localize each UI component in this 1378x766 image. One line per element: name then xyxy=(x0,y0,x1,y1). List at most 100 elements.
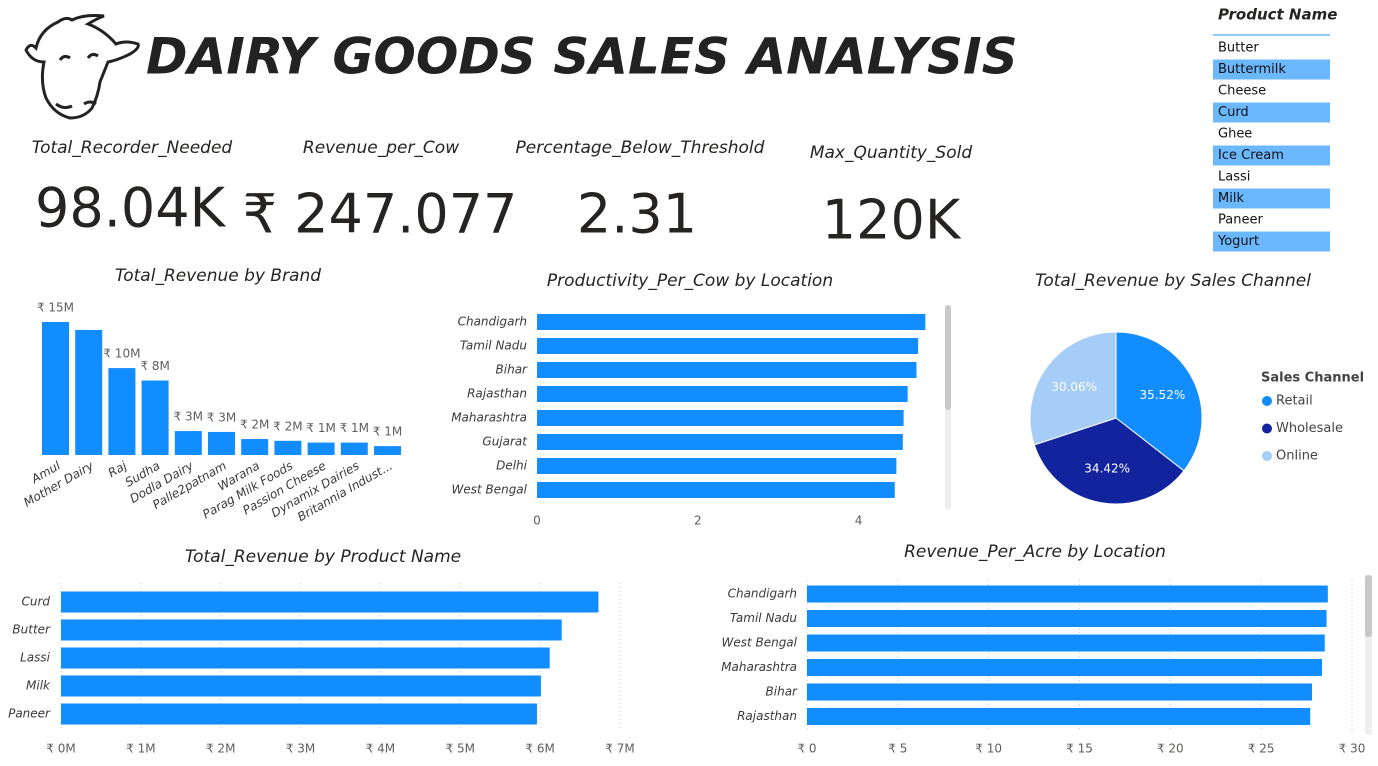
bar xyxy=(274,440,302,455)
chart-title: Productivity_Per_Cow by Location xyxy=(547,271,833,291)
y-tick-label: West Bengal xyxy=(451,483,527,497)
dashboard-title: DAIRY GOODS SALES ANALYSIS xyxy=(146,28,1018,86)
slicer-item: Curd xyxy=(1218,105,1249,120)
bar xyxy=(537,338,919,354)
legend-marker xyxy=(1262,423,1272,434)
bar xyxy=(807,708,1311,725)
slicer: Butter Buttermilk Cheese Curd Ghee Ice Cream L… xyxy=(1213,41,1330,252)
x-tick-label: ₹ 10 xyxy=(975,742,1002,756)
bar xyxy=(208,431,235,455)
kpi-value: 120K xyxy=(822,189,962,252)
y-tick-label: Chandigarh xyxy=(728,587,797,601)
data-label: 35.52% xyxy=(1139,388,1185,402)
x-tick-label: ₹ 5M xyxy=(446,742,475,756)
y-tick-label: Butter xyxy=(12,623,51,637)
x-tick-label: ₹ 0M xyxy=(46,742,75,756)
slicer-item: Butter xyxy=(1218,41,1259,56)
bar xyxy=(108,368,136,455)
chart-title: Total_Revenue by Brand xyxy=(115,266,321,286)
data-label: ₹ 2M xyxy=(273,419,302,433)
y-tick-label: Paneer xyxy=(8,707,51,721)
data-label: ₹ 15M xyxy=(37,301,74,315)
bar xyxy=(807,585,1328,603)
chart-title: Total_Revenue by Product Name xyxy=(185,547,461,567)
kpi-label: Revenue_per_Cow xyxy=(303,138,459,158)
kpi-label: Percentage_Below_Threshold xyxy=(516,138,765,158)
x-tick-label: ₹ 2M xyxy=(206,742,235,756)
y-tick-label: Chandigarh xyxy=(458,315,527,329)
data-label: 34.42% xyxy=(1084,461,1130,475)
bar xyxy=(61,619,562,641)
x-tick-label: 2 xyxy=(694,514,702,528)
bar xyxy=(61,675,541,697)
y-tick-label: Lassi xyxy=(20,651,51,665)
y-tick-label: Maharashtra xyxy=(721,660,797,674)
pie-slice xyxy=(1029,331,1117,446)
bar xyxy=(374,446,401,455)
bar xyxy=(537,458,897,474)
data-label: ₹ 8M xyxy=(140,359,169,373)
slicer-title: Product Name xyxy=(1218,6,1337,24)
slicer-item: Milk xyxy=(1218,191,1244,206)
kpi-value: 98.04K xyxy=(35,177,227,240)
kpi-value: 2.31 xyxy=(577,183,697,246)
data-label: ₹ 1M xyxy=(373,425,402,439)
bar xyxy=(61,703,537,725)
slicer-item: Paneer xyxy=(1218,213,1263,228)
kpi-label: Total_Recorder_Needed xyxy=(32,138,233,158)
y-tick-label: Tamil Nadu xyxy=(460,339,528,353)
x-tick-label: 4 xyxy=(855,514,863,528)
x-tick-label: ₹ 20 xyxy=(1157,742,1184,756)
data-label: ₹ 1M xyxy=(340,421,369,435)
chart-title: Revenue_Per_Acre by Location xyxy=(904,542,1166,562)
bar xyxy=(75,329,103,455)
legend-marker xyxy=(1262,396,1272,406)
y-tick-label: Bihar xyxy=(766,685,799,699)
bar xyxy=(340,442,368,455)
x-tick-label: ₹ 6M xyxy=(525,742,554,756)
bar xyxy=(807,610,1327,627)
legend-label: Retail xyxy=(1276,394,1313,409)
x-tick-label: ₹ 3M xyxy=(286,742,315,756)
y-tick-label: Rajasthan xyxy=(737,709,797,723)
slicer-highlight xyxy=(1213,231,1330,252)
x-tick-label: ₹ 4M xyxy=(366,742,395,756)
data-label: ₹ 3M xyxy=(207,410,236,424)
x-tick-label: ₹ 30 xyxy=(1339,742,1366,756)
x-tick-label: ₹ 15 xyxy=(1066,742,1093,756)
bar xyxy=(307,442,335,455)
legend-title: Sales Channel xyxy=(1261,371,1364,386)
x-tick-label: ₹ 7M xyxy=(605,742,634,756)
slicer-highlight xyxy=(1213,188,1330,209)
bar xyxy=(807,634,1325,652)
scrollbar xyxy=(1365,575,1372,637)
y-tick-label: Delhi xyxy=(496,459,528,473)
scrollbar xyxy=(945,305,951,410)
bar xyxy=(174,431,202,455)
slicer-item: Lassi xyxy=(1218,170,1250,185)
data-label: ₹ 2M xyxy=(240,418,269,432)
legend-label: Online xyxy=(1276,449,1318,464)
kpi-value: ₹ 247.077 xyxy=(243,183,518,246)
x-tick-label: ₹ 0 xyxy=(797,742,816,756)
slicer-highlight xyxy=(1213,145,1330,166)
legend-label: Wholesale xyxy=(1276,421,1343,436)
slicer-item: Ghee xyxy=(1218,127,1252,142)
pie-slice xyxy=(1115,331,1203,472)
y-tick-label: West Bengal xyxy=(721,636,797,650)
bar xyxy=(537,314,926,330)
slicer-item: Cheese xyxy=(1218,84,1266,99)
bar xyxy=(537,482,895,498)
legend-marker xyxy=(1262,451,1272,461)
bar xyxy=(42,322,69,455)
x-tick-label: 0 xyxy=(533,514,541,528)
y-tick-label: Gujarat xyxy=(482,435,528,449)
x-tick-label: ₹ 1M xyxy=(126,742,155,756)
slicer-item: Yogurt xyxy=(1217,234,1259,249)
y-tick-label: Maharashtra xyxy=(451,411,527,425)
bar xyxy=(807,659,1323,676)
data-label: 30.06% xyxy=(1051,380,1097,394)
slicer-item: Buttermilk xyxy=(1218,62,1286,77)
kpi-label: Max_Quantity_Sold xyxy=(810,143,973,163)
y-tick-label: Tamil Nadu xyxy=(730,611,798,625)
